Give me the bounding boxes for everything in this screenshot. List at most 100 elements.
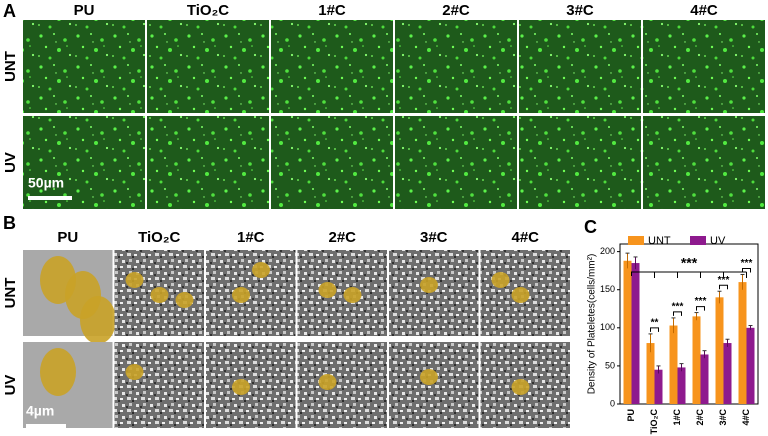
- significance-bracket: [631, 271, 747, 278]
- significance-label: ***: [741, 258, 753, 269]
- row-label: UNT: [2, 278, 19, 309]
- legend-swatch: [628, 236, 644, 245]
- platelet: [511, 287, 530, 303]
- platelet: [318, 282, 337, 298]
- sem-image: [206, 250, 296, 336]
- bar: [646, 343, 655, 404]
- fluorescence-image: [147, 116, 269, 209]
- panel-label: C: [584, 217, 597, 237]
- platelet: [40, 348, 76, 396]
- x-tick-label: 1#C: [672, 409, 682, 426]
- root: A B C: [3, 1, 597, 237]
- platelet: [420, 277, 438, 293]
- bar: [723, 343, 732, 404]
- significance-bracket: [650, 327, 659, 332]
- bar: [692, 316, 701, 404]
- column-label: 1#C: [237, 229, 265, 246]
- fluorescence-image: [23, 116, 145, 209]
- bar: [715, 297, 724, 404]
- significance-bracket: [719, 284, 728, 290]
- scale-bar: [28, 196, 72, 200]
- significance-label: ***: [695, 296, 707, 307]
- bar: [738, 282, 747, 404]
- platelet: [252, 262, 270, 278]
- column-label: 4#C: [511, 229, 539, 246]
- scale-bar: [26, 424, 66, 428]
- fluorescence-image: [395, 20, 517, 113]
- platelet: [343, 287, 362, 303]
- fluorescence-image: [271, 20, 393, 113]
- bar: [623, 260, 632, 404]
- column-label: TiO₂C: [138, 229, 180, 246]
- sem-image: [297, 342, 387, 428]
- column-label: PU: [74, 2, 95, 19]
- row-label: UNT: [2, 51, 19, 82]
- fluorescence-image: [271, 116, 393, 209]
- platelet: [150, 287, 169, 303]
- fluorescence-image: [23, 20, 145, 113]
- column-label: 4#C: [690, 2, 718, 19]
- fluorescence-image: [147, 20, 269, 113]
- y-axis-label: Density of Plateletes(cells/mm²): [587, 254, 598, 395]
- significance-label: ***: [718, 275, 730, 286]
- platelet: [318, 374, 337, 390]
- column-label: 3#C: [566, 2, 594, 19]
- x-tick-label: PU: [626, 409, 636, 422]
- platelet: [175, 292, 194, 308]
- fluorescence-image: [643, 116, 765, 209]
- x-tick-label: TiO₂C: [649, 409, 659, 435]
- significance-label: ***: [672, 302, 684, 313]
- scale-bar-label: 4µm: [26, 403, 54, 419]
- x-tick-label: 2#C: [695, 409, 705, 426]
- column-label: 2#C: [442, 2, 470, 19]
- sem-image: [206, 342, 296, 428]
- bar: [700, 354, 709, 404]
- bar: [677, 367, 686, 404]
- scale-bar-label: 50µm: [28, 175, 64, 191]
- sem-image: [389, 250, 479, 336]
- row-label: UV: [2, 152, 19, 173]
- sem-image: [389, 342, 479, 428]
- significance-bracket: [673, 311, 682, 316]
- bar: [631, 263, 640, 404]
- platelet: [125, 272, 144, 288]
- significance-bracket: [742, 267, 751, 273]
- y-tick-label: 50: [605, 360, 615, 370]
- sem-image: [114, 342, 204, 428]
- fluorescence-image: [643, 20, 765, 113]
- platelet: [420, 369, 438, 385]
- bar: [654, 369, 663, 404]
- row-label: UV: [2, 375, 19, 396]
- legend-swatch: [690, 236, 706, 245]
- x-tick-label: 3#C: [718, 409, 728, 426]
- significance-label: **: [651, 318, 659, 329]
- significance-label: ***: [681, 255, 698, 271]
- fluorescence-image: [519, 116, 641, 209]
- x-tick-label: 4#C: [741, 409, 751, 426]
- column-label: TiO₂C: [187, 2, 229, 19]
- fluorescence-image: [395, 116, 517, 209]
- bar: [669, 325, 678, 404]
- y-tick-label: 150: [600, 284, 615, 294]
- column-label: PU: [57, 229, 78, 246]
- significance-bracket: [696, 306, 705, 311]
- platelet: [80, 296, 116, 344]
- y-tick-label: 0: [610, 398, 615, 408]
- platelet: [125, 364, 144, 380]
- platelet: [232, 379, 250, 395]
- legend-label: UNT: [648, 235, 671, 247]
- column-label: 3#C: [420, 229, 448, 246]
- fluorescence-image: [519, 20, 641, 113]
- plot-frame: [619, 243, 759, 405]
- column-label: 2#C: [328, 229, 356, 246]
- legend-label: UV: [710, 235, 726, 247]
- panel-label: A: [3, 1, 16, 21]
- column-label: 1#C: [318, 2, 346, 19]
- y-tick-label: 100: [600, 322, 615, 332]
- bar: [746, 327, 755, 404]
- platelet: [232, 287, 250, 303]
- platelet: [511, 379, 530, 395]
- platelet: [491, 272, 510, 288]
